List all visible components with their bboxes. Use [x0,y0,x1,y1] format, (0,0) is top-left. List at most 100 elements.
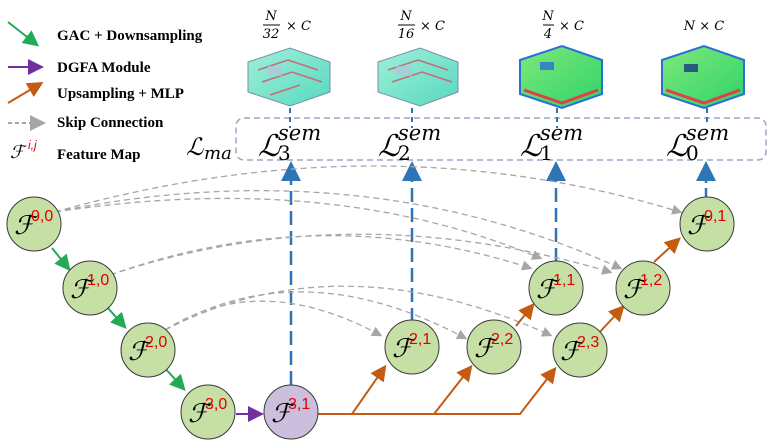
loss-ma-sub: ma [204,143,232,164]
loss-item-1: ℒ sem 1 [520,121,583,165]
feature-node-f12: ℱ 1,2 [615,260,671,316]
resolution-text: N × C [683,19,725,34]
loss-sub: 3 [278,141,291,165]
node-circle [466,319,522,375]
loss-symbol: ℒ [258,129,281,164]
node-circle [552,322,608,378]
up-f22-f11 [515,302,535,327]
node-index: 2,1 [409,331,431,348]
fraction-numerator: N [541,9,554,24]
node-index: 3,0 [205,396,227,413]
skip-f10-f11 [109,235,533,276]
feature-node-f21: ℱ 2,1 [384,319,440,375]
fraction-suffix: × C [559,19,584,34]
resolution-label-4: N 4 × C [541,9,584,42]
down-f00-f10 [51,247,71,272]
node-index: 2,2 [491,331,513,348]
node-circle [615,260,671,316]
fraction-denominator: 4 [543,27,552,42]
down-f10-f20 [106,306,127,329]
fraction-suffix: × C [286,19,311,34]
fraction-denominator: 32 [263,27,280,42]
loss-ma-main: ℒ [186,133,204,161]
node-index: 1,0 [87,272,109,289]
skip-f00-f11 [54,197,543,260]
legend-dgfa: DGFA Module [8,59,151,76]
feature-node-f11: ℱ 1,1 [528,260,584,316]
node-circle [263,384,319,440]
loss-box: ℒ ma [186,117,767,164]
legend: GAC + Downsampling DGFA Module Upsamplin… [7,21,203,163]
node-circle [679,196,735,252]
loss-item-0: ℒ sem 0 [666,121,729,165]
feature-map-symbol-sup: i,j [28,138,37,152]
skip-f20-f23 [164,285,553,337]
legend-upsampling: Upsampling + MLP [7,81,184,104]
legend-gac: GAC + Downsampling [7,21,203,47]
point-cloud-32 [247,47,331,107]
up-f31-f21 [318,364,387,415]
node-circle [120,322,176,378]
loss-symbol: ℒ [666,129,689,164]
node-index: 2,0 [145,334,167,351]
point-cloud-block-icon [268,66,282,76]
loss-sub: 0 [686,141,699,165]
node-index: 3,1 [288,396,310,413]
loss-symbol: ℒ [378,129,401,164]
loss-sup: sem [278,121,321,145]
point-cloud-16 [377,47,459,107]
fraction-suffix: × C [420,19,445,34]
skip-f10-f12 [109,233,613,276]
fraction-numerator: N [399,9,412,24]
legend-label-feature-map: Feature Map [57,147,140,163]
resolution-label-full: N × C [683,19,725,34]
skip-connections [54,165,683,340]
point-cloud-icon [519,44,603,110]
loss-sub: 2 [398,141,411,165]
loss-item-2: ℒ sem 2 [378,121,441,165]
gac-arrow-icon [7,21,40,47]
loss-links [281,108,716,385]
fraction-numerator: N [264,9,277,24]
node-index: 2,3 [577,334,599,351]
loss-sup: sem [540,121,583,145]
skip-f00-f01 [54,165,683,215]
up-f12-f01 [653,237,681,263]
feature-node-f23: ℱ 2,3 [552,322,608,378]
point-cloud-edge-icon [523,88,599,105]
up-f23-f12 [597,305,625,335]
point-cloud-icon [247,47,331,107]
legend-label-upsampling: Upsampling + MLP [57,86,184,102]
point-cloud-edge-icon [665,88,741,105]
point-cloud-block-icon [396,66,412,76]
skip-f20-f21 [164,300,383,337]
loss-symbol: ℒ [520,129,543,164]
legend-label-skip: Skip Connection [57,115,164,131]
point-cloud-block-icon [540,62,554,70]
up-f31-f22 [352,364,473,415]
fraction-denominator: 16 [398,27,415,42]
node-circle [384,319,440,375]
node-circle [6,196,62,252]
feature-map-symbol: ℱ [10,142,27,163]
resolution-label-16: N 16 × C [398,9,445,42]
node-circle [62,260,118,316]
node-circle [180,384,236,440]
feature-node-f20: ℱ 2,0 [120,322,176,378]
node-index: 0,0 [31,208,53,225]
node-index: 1,2 [640,272,662,289]
loss-sup: sem [686,121,729,145]
loss-box-outline [235,117,767,161]
feature-node-f31: ℱ 3,1 [263,384,319,440]
legend-feature-map: ℱ i,j Feature Map [10,138,140,163]
loss-item-3: ℒ sem 3 [258,121,321,165]
node-index: 1,1 [553,272,575,289]
point-cloud-full [661,44,745,110]
point-cloud-block-icon [684,64,698,72]
skip-f00-f12 [54,190,623,270]
point-cloud-4 [519,44,603,110]
upsampling-arrows [318,237,681,415]
legend-label-dgfa: DGFA Module [57,60,151,76]
loss-sup: sem [398,121,441,145]
